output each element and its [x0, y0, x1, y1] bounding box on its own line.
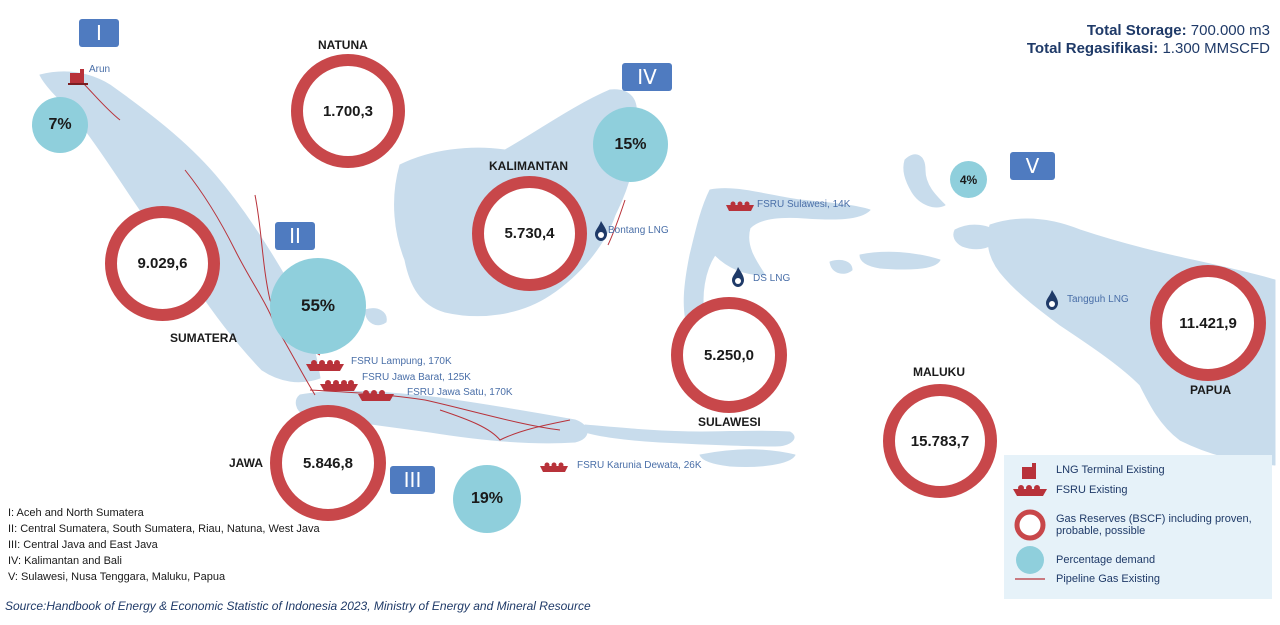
legend-lng-terminal: LNG Terminal Existing	[1004, 461, 1165, 479]
facility-arun: Arun	[89, 64, 111, 75]
demand-bubble-iii: 19%	[453, 465, 521, 533]
source-citation: Source:Handbook of Energy & Economic Sta…	[5, 599, 591, 613]
reserve-ring-natuna: 1.700,3	[291, 54, 405, 168]
region-notes: I: Aceh and North Sumatera II: Central S…	[8, 505, 320, 585]
label-kalimantan: KALIMANTAN	[489, 159, 569, 173]
reserve-ring-maluku: 15.783,7	[883, 384, 997, 498]
papua-bird-head	[953, 224, 1001, 250]
lng-flame-icon	[595, 221, 607, 241]
reserve-ring-sulawesi: 5.250,0	[671, 297, 787, 413]
label-sulawesi: SULAWESI	[698, 415, 761, 429]
pipeline-sumatera-central	[184, 169, 316, 396]
reserve-ring-papua: 11.421,9	[1150, 265, 1266, 381]
reserve-ring-sumatera: 9.029,6	[105, 206, 220, 321]
facility-fsru-jawa-barat: FSRU Jawa Barat, 125K	[362, 372, 471, 383]
facility-fsru-sulawesi: FSRU Sulawesi, 14K	[757, 199, 851, 210]
total-regasification: Total Regasifikasi: 1.300 MMSCFD	[1026, 40, 1270, 57]
region-tag-iii: III	[390, 466, 435, 494]
fsru-ship-icon	[726, 201, 754, 211]
legend-pipeline: Pipeline Gas Existing	[1004, 573, 1160, 585]
map-legend: LNG Terminal Existing FSRU Existing Gas …	[1004, 455, 1272, 599]
region-tag-iv: IV	[622, 63, 672, 91]
fsru-ship-icon	[306, 360, 344, 371]
pipeline-bontang	[607, 199, 626, 246]
timor-island	[699, 449, 796, 467]
fsru-ship-icon	[358, 390, 394, 401]
region-note: III: Central Java and East Java	[8, 539, 158, 551]
demand-bubble-iv: 15%	[593, 107, 668, 182]
pipeline-java-east	[439, 409, 571, 441]
reserve-ring-icon	[1014, 509, 1046, 541]
total-storage: Total Storage: 700.000 m3	[1086, 22, 1270, 39]
region-note: IV: Kalimantan and Bali	[8, 555, 122, 567]
facility-fsru-jawa-satu: FSRU Jawa Satu, 170K	[407, 387, 513, 398]
label-natuna: NATUNA	[318, 38, 368, 52]
reserve-ring-jawa: 5.846,8	[270, 405, 386, 521]
label-jawa: JAWA	[229, 456, 264, 470]
legend-demand: Percentage demand	[1004, 545, 1155, 575]
reserve-ring-kalimantan: 5.730,4	[472, 176, 587, 291]
facility-ds-lng: DS LNG	[753, 273, 791, 284]
demand-bubble-i: 7%	[32, 97, 88, 153]
legend-reserves: Gas Reserves (BSCF) including proven, pr…	[1004, 508, 1252, 542]
label-maluku: MALUKU	[913, 365, 965, 379]
lng-terminal-icon	[1022, 463, 1036, 479]
lng-flame-icon	[1046, 290, 1058, 310]
pipeline-line-icon	[1015, 578, 1045, 580]
lng-flame-icon	[732, 267, 744, 287]
label-papua: PAPUA	[1190, 383, 1232, 397]
halmahera-island	[903, 154, 946, 208]
legend-fsru: FSRU Existing	[1004, 484, 1128, 496]
fsru-ship-icon	[1013, 485, 1047, 496]
lng-terminal-icon	[68, 69, 88, 85]
facility-tangguh: Tangguh LNG	[1067, 294, 1129, 305]
fsru-ship-icon	[540, 462, 568, 472]
demand-bubble-ii: 55%	[270, 258, 366, 354]
region-note: V: Sulawesi, Nusa Tenggara, Maluku, Papu…	[8, 571, 226, 583]
facility-fsru-karunia: FSRU Karunia Dewata, 26K	[577, 460, 702, 471]
region-tag-ii: II	[275, 222, 315, 250]
pipeline-java-north	[309, 389, 561, 431]
region-tag-v: V	[1010, 152, 1055, 180]
label-sumatera: SUMATERA	[170, 331, 238, 345]
seram-island	[859, 251, 941, 270]
demand-bubble-icon	[1016, 546, 1044, 574]
region-note: I: Aceh and North Sumatera	[8, 507, 144, 519]
facility-bontang: Bontang LNG	[608, 225, 669, 236]
fsru-ship-icon	[320, 380, 358, 391]
nusa-tenggara-islands	[584, 424, 795, 447]
facility-fsru-lampung: FSRU Lampung, 170K	[351, 356, 452, 367]
demand-bubble-v: 4%	[950, 161, 987, 198]
region-note: II: Central Sumatera, South Sumatera, Ri…	[8, 523, 320, 535]
totals-panel: Total Storage: 700.000 m3 Total Regasifi…	[1027, 22, 1270, 58]
belitung-island	[364, 308, 387, 326]
buru-island	[829, 259, 853, 274]
region-tag-i: I	[79, 19, 119, 47]
